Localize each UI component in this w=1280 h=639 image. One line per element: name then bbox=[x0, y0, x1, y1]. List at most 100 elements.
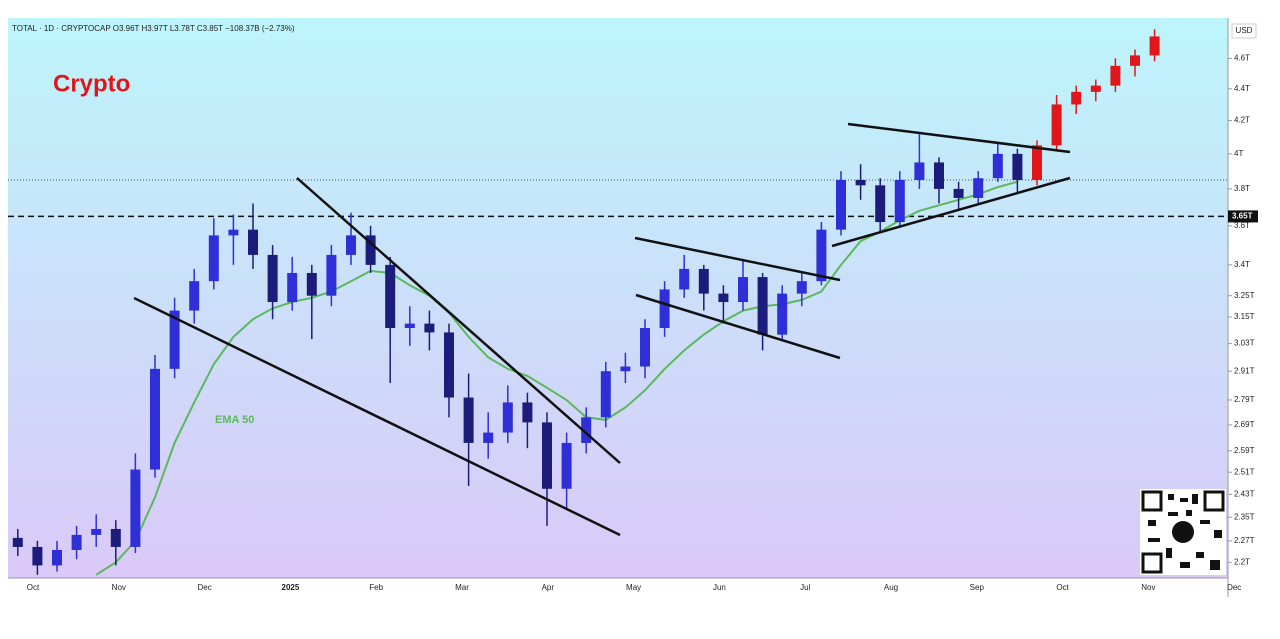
candle-body bbox=[306, 272, 317, 296]
candle-body bbox=[836, 179, 846, 230]
candle-body bbox=[1130, 55, 1140, 66]
candle-body bbox=[796, 281, 807, 294]
candle-body bbox=[1110, 65, 1121, 86]
chart-title: Crypto bbox=[53, 70, 130, 97]
trend-line bbox=[847, 122, 1071, 154]
x-tick-label: Dec bbox=[1227, 583, 1241, 592]
candle-body bbox=[1012, 153, 1023, 180]
candle-body bbox=[679, 268, 690, 290]
candle-body bbox=[32, 546, 43, 566]
trend-line bbox=[296, 177, 621, 464]
candle-body bbox=[600, 371, 611, 418]
y-tick-label: 2.91T bbox=[1234, 366, 1255, 375]
trend-line bbox=[133, 296, 621, 537]
candle-body bbox=[542, 422, 552, 489]
candle-body bbox=[894, 179, 905, 223]
candle-body bbox=[992, 153, 1003, 179]
level-tag bbox=[1228, 210, 1258, 223]
y-tick-label: 2.69T bbox=[1234, 420, 1255, 429]
x-tick-label: Jun bbox=[713, 583, 726, 592]
y-tick-label: 4.4T bbox=[1234, 84, 1250, 93]
candle-body bbox=[1149, 36, 1160, 56]
x-tick-label: Sep bbox=[970, 583, 985, 592]
candle-body bbox=[169, 310, 180, 369]
qr-finder bbox=[1141, 490, 1163, 512]
x-tick-label: May bbox=[626, 583, 641, 592]
candle-body bbox=[914, 162, 925, 180]
header: TOTAL · 1D · CRYPTOCAP O3.96T H3.97T L3.… bbox=[12, 24, 295, 33]
candle-body bbox=[248, 229, 258, 255]
candle-body bbox=[757, 277, 768, 335]
candle-body bbox=[698, 268, 709, 294]
candle-body bbox=[875, 185, 886, 223]
y-tick-label: 2.51T bbox=[1234, 467, 1255, 476]
level-label: 3.65T bbox=[1232, 212, 1253, 221]
ema-line bbox=[95, 180, 1018, 576]
y-tick-label: 4.6T bbox=[1234, 53, 1250, 62]
qr-code bbox=[1140, 489, 1226, 575]
x-tick-label: 2025 bbox=[282, 583, 300, 592]
candle-body bbox=[640, 327, 650, 367]
candle-body bbox=[424, 323, 435, 333]
y-tick-label: 3.6T bbox=[1234, 221, 1250, 230]
y-tick-label: 2.59T bbox=[1234, 446, 1255, 455]
candle-body bbox=[718, 293, 729, 303]
candle-body bbox=[130, 469, 141, 547]
candle-body bbox=[404, 323, 415, 328]
qr-modules bbox=[1148, 494, 1222, 570]
y-tick-label: 3.8T bbox=[1234, 184, 1250, 193]
qr-finder bbox=[1141, 552, 1163, 574]
candle-body bbox=[150, 368, 160, 470]
candle-body bbox=[71, 534, 82, 550]
candle-body bbox=[267, 254, 278, 303]
candle-body bbox=[287, 272, 298, 303]
x-tick-label: Dec bbox=[197, 583, 211, 592]
plot-background bbox=[8, 18, 1228, 578]
y-tick-label: 4.2T bbox=[1234, 116, 1250, 125]
candle-body bbox=[365, 235, 376, 265]
candle-body bbox=[561, 442, 572, 489]
candle-body bbox=[483, 432, 494, 443]
x-tick-label: Nov bbox=[1141, 583, 1155, 592]
candle-body bbox=[1051, 104, 1062, 146]
x-tick-label: Aug bbox=[884, 583, 898, 592]
x-tick-label: Jul bbox=[800, 583, 810, 592]
x-tick-label: Apr bbox=[542, 583, 555, 592]
candle-body bbox=[1032, 145, 1042, 180]
candle-body bbox=[620, 366, 631, 372]
y-tick-label: 2.27T bbox=[1234, 536, 1255, 545]
candle-body bbox=[12, 537, 23, 547]
candle-body bbox=[855, 179, 866, 186]
candle-body bbox=[52, 549, 62, 566]
candle-body bbox=[91, 528, 102, 535]
trend-line bbox=[831, 176, 1071, 248]
candle-body bbox=[346, 235, 356, 255]
candle-body bbox=[934, 162, 944, 189]
x-tick-label: Feb bbox=[369, 583, 383, 592]
x-tick-label: Oct bbox=[1056, 583, 1069, 592]
trend-lines bbox=[133, 122, 1071, 537]
x-tick-label: Mar bbox=[455, 583, 469, 592]
y-tick-label: 2.43T bbox=[1234, 489, 1255, 498]
candle-body bbox=[659, 289, 670, 328]
candle-body bbox=[189, 281, 200, 311]
candle-body bbox=[581, 417, 592, 443]
candle-body bbox=[1090, 85, 1101, 92]
y-tick-label: 4T bbox=[1234, 149, 1243, 158]
candle-body bbox=[816, 229, 827, 282]
y-tick-label: 2.79T bbox=[1234, 395, 1255, 404]
candle-body bbox=[973, 178, 984, 198]
y-tick-label: 3.4T bbox=[1234, 260, 1250, 269]
y-tick-label: 2.35T bbox=[1234, 512, 1255, 521]
qr-finder bbox=[1203, 490, 1225, 512]
candle-body bbox=[522, 402, 533, 423]
candle-body bbox=[502, 402, 513, 433]
x-tick-label: Oct bbox=[27, 583, 40, 592]
candle-body bbox=[953, 188, 964, 198]
candle-body bbox=[326, 254, 337, 296]
candle-body bbox=[444, 332, 454, 398]
trend-line bbox=[635, 293, 841, 360]
candle-body bbox=[228, 229, 239, 236]
candle-body bbox=[777, 293, 788, 335]
